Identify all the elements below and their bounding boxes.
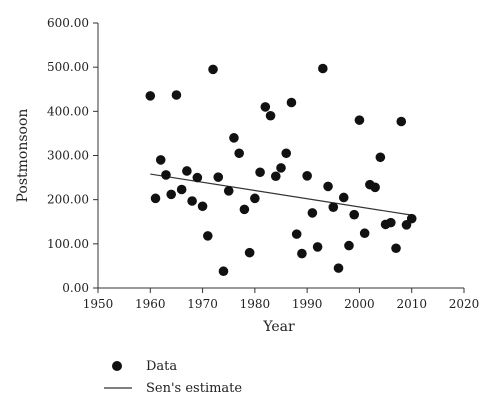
- data-point: [197, 201, 208, 212]
- data-point: [281, 148, 292, 159]
- data-point: [338, 192, 349, 203]
- sens-estimate-line: [150, 173, 412, 216]
- x-tick-label: 1990: [292, 297, 323, 311]
- data-point: [386, 217, 396, 228]
- data-point: [318, 63, 328, 74]
- data-point: [244, 247, 255, 258]
- data-point: [145, 91, 156, 101]
- data-point: [176, 184, 187, 195]
- x-tick-label: 2010: [396, 297, 427, 311]
- data-point: [406, 213, 417, 224]
- y-tick-label: 600.00: [47, 16, 89, 30]
- data-point: [166, 189, 176, 200]
- legend-label-data: Data: [146, 359, 177, 374]
- data-point: [208, 64, 218, 75]
- y-axis-label: Postmonsoon: [15, 109, 31, 203]
- data-point: [203, 231, 213, 241]
- data-point: [250, 193, 260, 204]
- data-point: [349, 209, 360, 220]
- data-point: [323, 181, 333, 192]
- data-point: [359, 228, 370, 239]
- data-point: [260, 102, 271, 112]
- data-point: [187, 196, 197, 206]
- data-point: [302, 171, 312, 181]
- data-point: [286, 97, 297, 108]
- data-point: [161, 170, 171, 180]
- data-point: [229, 133, 239, 143]
- x-tick-label: 2000: [344, 297, 375, 311]
- data-point: [312, 242, 323, 252]
- data-point: [333, 263, 344, 273]
- legend-label-sens-estimate: Sen's estimate: [146, 381, 242, 396]
- x-tick-label: 1970: [187, 297, 218, 311]
- data-point: [234, 148, 244, 159]
- x-tick-label: 1960: [135, 297, 166, 311]
- y-tick-label: 0.00: [62, 281, 89, 295]
- data-point: [354, 115, 365, 125]
- x-axis-label: Year: [262, 319, 295, 335]
- data-point: [192, 172, 203, 183]
- data-point: [328, 202, 339, 212]
- x-tick-label: 1950: [83, 297, 114, 311]
- data-point: [270, 171, 281, 182]
- data-point: [391, 243, 401, 254]
- data-point: [239, 204, 250, 215]
- data-point: [218, 266, 229, 277]
- data-point: [344, 240, 354, 251]
- data-point: [297, 248, 307, 259]
- y-tick-label: 200.00: [47, 193, 89, 207]
- x-tick-label: 2020: [449, 297, 480, 311]
- data-point: [255, 167, 265, 178]
- data-point: [370, 182, 380, 193]
- data-point: [276, 163, 286, 173]
- y-tick-label: 500.00: [47, 60, 89, 74]
- data-point: [155, 155, 166, 165]
- data-point: [223, 186, 234, 196]
- legend: Data Sen's estimate: [104, 359, 242, 396]
- data-point: [396, 116, 407, 127]
- data-point: [291, 229, 302, 239]
- data-point: [375, 152, 386, 163]
- x-tick-label: 1980: [240, 297, 271, 311]
- data-point: [213, 172, 224, 182]
- data-point: [150, 193, 161, 204]
- y-tick-label: 100.00: [47, 237, 89, 251]
- data-point: [182, 166, 192, 176]
- y-tick-label: 300.00: [47, 149, 89, 163]
- data-point: [171, 90, 182, 100]
- y-tick-label: 400.00: [47, 104, 89, 118]
- legend-marker-data: [112, 361, 122, 371]
- data-point: [307, 208, 318, 218]
- data-point: [265, 110, 276, 121]
